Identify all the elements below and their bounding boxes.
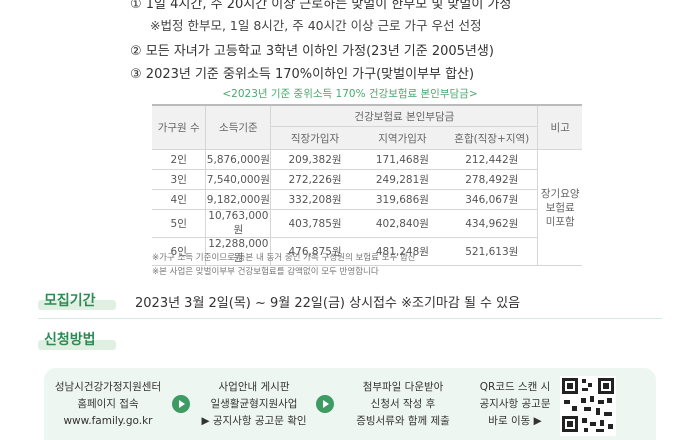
income-table: 가구원 수 소득기준 건강보험료 본인부담금 비고 직장가입자 지역가입자 혼합… — [152, 104, 582, 266]
step2-line2: 일생활균형지원사업 — [210, 397, 298, 410]
apply-step-3: 첨부파일 다운받아 신청서 작성 후 증빙서류와 함께 제출 — [338, 368, 468, 440]
apply-step-2: 사업안내 게시판 일생활균형지원사업 ▶ 공지사항 공고문 확인 — [194, 368, 314, 440]
table-note-1: ※가구 소득 기준이므로 등본 내 동거 중인 가족 구성원의 보험료 모두 합… — [152, 253, 416, 263]
criteria-text-2: 모든 자녀가 고등학교 3학년 이하인 가정(23년 기준 2005년생) — [145, 44, 494, 59]
header-remark: 비고 — [537, 104, 582, 150]
apply-step-4: QR코드 스캔 시 공지사항 공고문 바로 이동 ▶ — [470, 368, 560, 440]
section-divider — [38, 318, 662, 319]
criteria-number-3: ③ — [130, 67, 142, 82]
cell-income: 10,763,000원 — [205, 209, 271, 238]
step4-line2: 공지사항 공고문 — [479, 397, 551, 410]
header-employee: 직장가입자 — [270, 126, 359, 150]
cell-regional: 171,468원 — [358, 149, 447, 170]
criteria-line-1: ① 1일 4시간, 주 20시간 이상 근로하는 맞벌이 한부모 및 맞벌이 가… — [130, 0, 512, 12]
step3-line2: 신청서 작성 후 — [370, 397, 436, 410]
recruit-label-highlight — [38, 300, 116, 310]
header-household: 가구원 수 — [152, 104, 206, 150]
apply-steps-panel: 성남시건강가정지원센터 홈페이지 접속 www.family.go.kr 사업안… — [44, 368, 656, 440]
cell-regional: 402,840원 — [358, 209, 447, 238]
cell-mixed: 212,442원 — [446, 149, 538, 170]
apply-step-1: 성남시건강가정지원센터 홈페이지 접속 www.family.go.kr — [44, 368, 172, 440]
criteria-line-3: ③ 2023년 기준 중위소득 170%이하인 가구(맞벌이부부 합산) — [130, 63, 474, 82]
cell-regional: 319,686원 — [358, 189, 447, 210]
criteria-text-3: 2023년 기준 중위소득 170%이하인 가구(맞벌이부부 합산) — [145, 67, 475, 82]
apply-label-highlight — [38, 340, 116, 350]
apply-label: 신청방법 — [44, 332, 96, 348]
cell-remark: 장기요양 보험료 미포함 — [537, 149, 582, 266]
cell-size: 2인 — [152, 149, 206, 170]
remark-line-2: 보험료 — [545, 201, 575, 214]
remark-line-1: 장기요양 — [540, 187, 580, 200]
step2-line1: 사업안내 게시판 — [218, 380, 290, 393]
criteria-note-1: ※법정 한부모, 1일 8시간, 주 40시간 이상 근로 가구 우선 선정 — [150, 18, 482, 33]
table-row: 2인 5,876,000원 209,382원 171,468원 212,442원… — [152, 149, 582, 266]
cell-mixed: 278,492원 — [446, 169, 538, 190]
cell-employee: 332,208원 — [270, 189, 359, 210]
cell-mixed: 346,067원 — [446, 189, 538, 210]
step3-line1: 첨부파일 다운받아 — [362, 380, 444, 393]
step3-line3: 증빙서류와 함께 제출 — [356, 414, 450, 427]
table-row: 3인 7,540,000원 272,226원 249,281원 278,492원 — [152, 169, 582, 190]
header-income: 소득기준 — [205, 104, 271, 150]
recruit-label: 모집기간 — [44, 293, 96, 309]
cell-employee: 403,785원 — [270, 209, 359, 238]
cell-employee: 272,226원 — [270, 169, 359, 190]
table-row: 4인 9,182,000원 332,208원 319,686원 346,067원 — [152, 189, 582, 210]
table-row: 5인 10,763,000원 403,785원 402,840원 434,962… — [152, 209, 582, 238]
chevron-right-icon — [316, 395, 334, 413]
cell-income: 12,288,000원 — [205, 237, 271, 266]
cell-size: 4인 — [152, 189, 206, 210]
cell-size: 5인 — [152, 209, 206, 238]
step1-line2: 홈페이지 접속 — [77, 397, 139, 410]
criteria-line-2: ② 모든 자녀가 고등학교 3학년 이하인 가정(23년 기준 2005년생) — [130, 40, 494, 59]
table-row: 6인 12,288,000원 476,875원 481,248원 521,613… — [152, 237, 582, 266]
cell-mixed: 434,962원 — [446, 209, 538, 238]
recruit-period: 2023년 3월 2일(목) ~ 9월 22일(금) 상시접수 ※조기마감 될 … — [135, 296, 521, 311]
cell-employee: 476,875원 — [270, 237, 359, 266]
cell-size: 6인 — [152, 237, 206, 266]
step4-line3: 바로 이동 ▶ — [488, 414, 542, 427]
cell-employee: 209,382원 — [270, 149, 359, 170]
qr-code-icon[interactable] — [560, 376, 616, 436]
cell-mixed: 521,613원 — [446, 237, 538, 266]
step2-line3: ▶ 공지사항 공고문 확인 — [201, 414, 307, 427]
table-note-2: ※본 사업은 맞벌이부부 건강보험료를 감액없이 모두 반영합니다 — [152, 267, 379, 277]
step1-line1: 성남시건강가정지원센터 — [54, 380, 162, 393]
header-mixed: 혼합(직장+지역) — [446, 126, 538, 150]
cell-regional: 249,281원 — [358, 169, 447, 190]
remark-line-3: 미포함 — [545, 215, 575, 228]
cell-income: 7,540,000원 — [205, 169, 271, 190]
cell-regional: 481,248원 — [358, 237, 447, 266]
step1-link[interactable]: www.family.go.kr — [63, 414, 153, 427]
chevron-right-icon — [172, 395, 190, 413]
table-caption: <2023년 기준 중위소득 170% 건강보험료 본인부담금> — [222, 88, 478, 100]
cell-income: 9,182,000원 — [205, 189, 271, 210]
header-premium-group: 건강보험료 본인부담금 — [270, 104, 538, 127]
criteria-number-2: ② — [130, 44, 142, 59]
cell-size: 3인 — [152, 169, 206, 190]
cell-income: 5,876,000원 — [205, 149, 271, 170]
step4-line1: QR코드 스캔 시 — [479, 380, 551, 393]
header-regional: 지역가입자 — [358, 126, 447, 150]
